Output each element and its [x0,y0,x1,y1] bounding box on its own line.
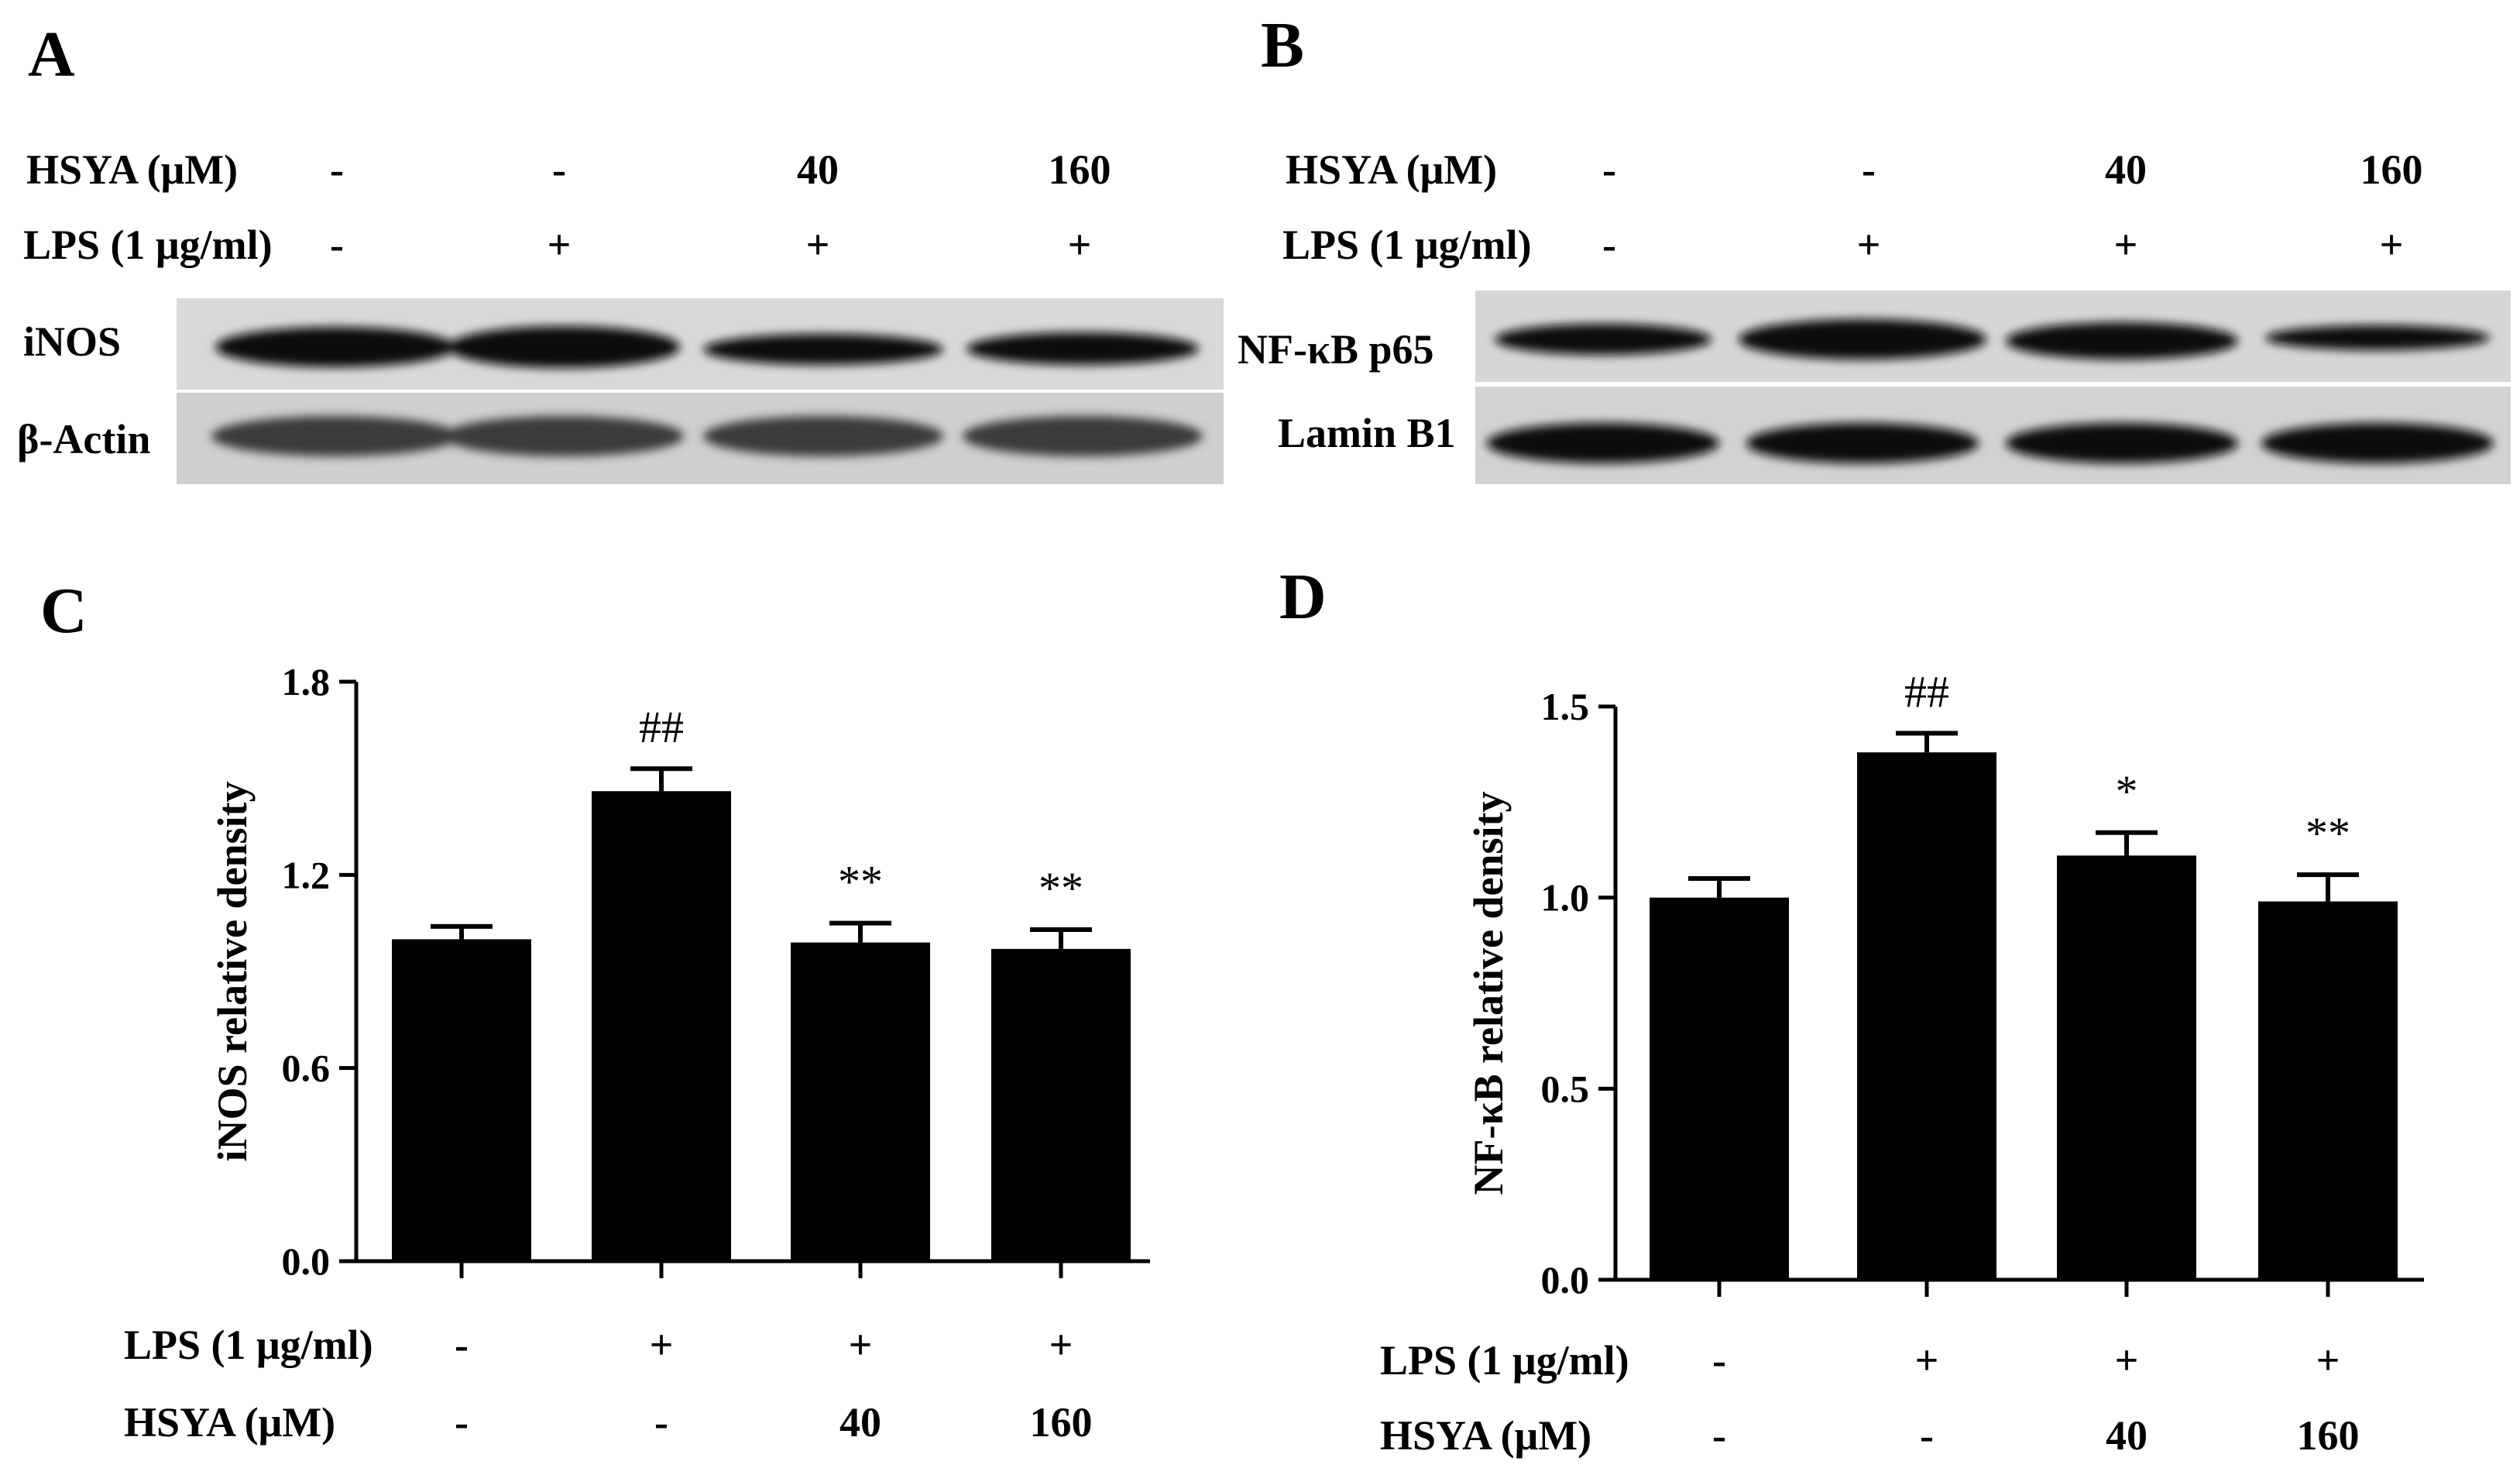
blot-image-b [1475,291,2511,484]
panel-d-lps-value: - [1712,1337,1726,1384]
panel-b-lps-value: + [2379,222,2404,268]
panel-b-band-label-p65: NF-κB p65 [1238,326,1434,373]
panel-b-band-label-lamin: Lamin B1 [1278,410,1456,456]
panel-b-lps-value: + [2113,222,2138,268]
y-axis-label: NF-κB relative density [1465,792,1512,1195]
panel-a-lps-value: + [547,222,572,268]
panel-c-hsya-value: 40 [839,1399,881,1446]
panel-a-hsya-value: - [330,146,344,193]
panel-letter-b: B [1261,9,1305,81]
y-tick-label: 0.0 [1541,1258,1590,1301]
panel-d-hsya-value: 160 [2296,1412,2360,1459]
bar [392,939,531,1261]
panel-d-lps-value: + [1914,1337,1939,1384]
panel-b-lps-value: - [1602,222,1616,268]
panel-a-lps-value: - [330,222,344,268]
y-tick-label: 1.8 [282,660,331,703]
panel-c-lps-value: - [455,1322,469,1368]
significance-label: * [2116,766,2138,817]
significance-label: ** [838,857,883,907]
panel-b-hsya-value: 40 [2105,146,2147,193]
panel-d-hsya-value: 40 [2106,1412,2147,1459]
panel-d-hsya-value: - [1712,1412,1726,1459]
panel-c-hsya-label: HSYA (μM) [124,1399,336,1446]
significance-label: ** [1039,863,1083,913]
panel-b-hsya-label: HSYA (μM) [1286,146,1498,193]
panel-b-hsya-value: 160 [2360,146,2423,193]
significance-label: ## [639,702,684,752]
panel-a-lps-label: LPS (1 μg/ml) [23,222,273,268]
panel-c-hsya-value: 160 [1029,1399,1093,1446]
panel-c-lps-value: + [1049,1322,1073,1368]
panel-letter-d: D [1279,561,1327,633]
y-tick-label: 0.0 [282,1239,331,1283]
bar [991,948,1131,1261]
y-tick-label: 1.2 [282,853,331,896]
panel-c-lps-label: LPS (1 μg/ml) [124,1322,373,1368]
y-tick-label: 0.5 [1541,1067,1590,1110]
panel-letter-a: A [28,19,75,91]
bar [1857,752,1996,1280]
panel-d-hsya-value: - [1920,1412,1934,1459]
y-tick-label: 0.6 [282,1047,331,1090]
panel-d-hsya-label: HSYA (μM) [1380,1412,1592,1459]
panel-a-hsya-value: 40 [797,146,839,193]
panel-b-hsya-value: - [1862,146,1876,193]
panel-c-hsya-value: - [654,1399,668,1446]
bar [1650,897,1789,1280]
panel-a-hsya-value: - [552,146,566,193]
bar [2258,901,2398,1280]
panel-a-hsya-label: HSYA (μM) [26,146,239,193]
panel-b-lps-value: + [1856,222,1881,268]
y-tick-label: 1.5 [1541,685,1590,728]
panel-d-lps-label: LPS (1 μg/ml) [1380,1337,1629,1384]
panel-a-band-label-actin: β-Actin [17,416,151,462]
bar [2057,855,2196,1280]
panel-b-hsya-value: - [1602,146,1616,193]
blot-image-a [177,298,1224,484]
panel-a-lps-value: + [805,222,830,268]
panel-c-lps-value: + [649,1322,674,1368]
panel-a-lps-value: + [1067,222,1092,268]
bar [592,791,731,1261]
panel-letter-c: C [40,575,88,647]
panel-a-hsya-value: 160 [1048,146,1111,193]
panel-b-lps-label: LPS (1 μg/ml) [1282,222,1532,268]
significance-label: ** [2305,808,2350,858]
y-tick-label: 1.0 [1541,876,1590,920]
panel-a-band-label-inos: iNOS [23,318,122,365]
panel-d-lps-value: + [2316,1337,2340,1384]
panel-c-hsya-value: - [455,1399,469,1446]
bar [791,942,930,1261]
significance-label: ## [1904,667,1949,717]
panel-d-lps-value: + [2114,1337,2139,1384]
panel-c-lps-value: + [848,1322,873,1368]
y-axis-label: iNOS relative density [209,782,256,1162]
